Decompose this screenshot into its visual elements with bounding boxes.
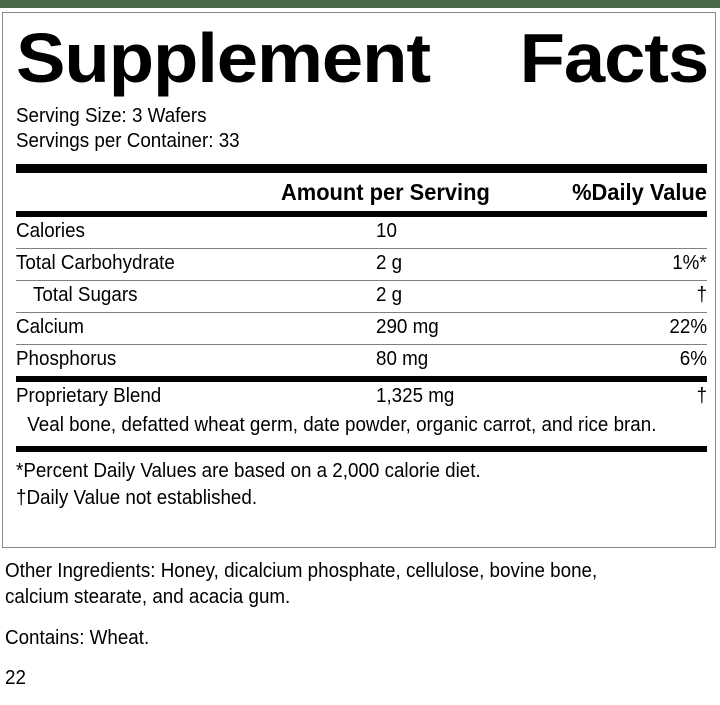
title-word-facts: Facts [519, 19, 710, 97]
proprietary-blend-row: Proprietary Blend 1,325 mg † [16, 382, 707, 412]
footnotes: *Percent Daily Values are based on a 2,0… [16, 458, 704, 512]
nutrient-amount: 80 mg [376, 348, 429, 370]
row-divider [16, 344, 707, 345]
serving-info: Serving Size: 3 Wafers Servings per Cont… [16, 104, 704, 154]
table-row: Total Carbohydrate 2 g 1%* [16, 249, 707, 280]
title-word-supplement: Supplement [16, 19, 431, 97]
nutrient-name: Calcium [16, 316, 84, 338]
below-panel-text: Other Ingredients: Honey, dicalcium phos… [5, 558, 715, 691]
header-amount-per-serving: Amount per Serving [281, 179, 490, 205]
nutrient-amount: 290 mg [376, 316, 439, 338]
row-divider [16, 312, 707, 313]
rule-above-blend [16, 376, 707, 382]
blend-description: Veal bone, defatted wheat germ, date pow… [27, 414, 657, 436]
table-row: Total Sugars 2 g † [16, 281, 707, 312]
nutrient-amount: 2 g [376, 252, 403, 274]
table-row: Phosphorus 80 mg 6% [16, 345, 707, 376]
nutrient-daily-value: † [696, 284, 707, 306]
rule-above-footnotes [16, 446, 707, 452]
footnote-dagger: †Daily Value not established. [16, 487, 258, 509]
page-number: 22 [5, 667, 26, 689]
nutrient-name: Calories [16, 220, 85, 242]
top-accent-strip [0, 0, 720, 8]
rule-below-header [16, 211, 707, 217]
blend-amount: 1,325 mg [376, 385, 455, 407]
row-divider [16, 248, 707, 249]
footnote-percent-daily-value: *Percent Daily Values are based on a 2,0… [16, 460, 481, 482]
nutrient-amount: 2 g [376, 284, 403, 306]
blend-daily-value: † [696, 385, 707, 407]
other-ingredients-line-1: Other Ingredients: Honey, dicalcium phos… [5, 560, 598, 582]
table-row: Calcium 290 mg 22% [16, 313, 707, 344]
supplement-facts-panel: Supplement Facts Serving Size: 3 Wafers … [2, 12, 716, 548]
nutrient-name: Total Carbohydrate [16, 252, 175, 274]
header-daily-value: %Daily Value [572, 179, 707, 205]
nutrient-amount: 10 [376, 220, 397, 242]
nutrient-daily-value: 1%* [672, 252, 707, 274]
servings-per-container: Servings per Container: 33 [16, 130, 240, 152]
table-row: Calories 10 [16, 217, 707, 248]
contains-statement: Contains: Wheat. [5, 627, 150, 649]
nutrient-daily-value: 6% [679, 348, 707, 370]
row-divider [16, 280, 707, 281]
serving-size: Serving Size: 3 Wafers [16, 105, 207, 127]
nutrient-name: Phosphorus [16, 348, 117, 370]
other-ingredients-line-2: calcium stearate, and acacia gum. [5, 586, 291, 608]
blend-name: Proprietary Blend [16, 385, 162, 407]
panel-title: Supplement Facts [16, 19, 710, 97]
nutrient-name: Total Sugars [33, 284, 138, 306]
nutrient-daily-value: 22% [669, 316, 707, 338]
rule-above-header [16, 164, 707, 173]
table-header-row: Amount per Serving %Daily Value [16, 173, 707, 211]
